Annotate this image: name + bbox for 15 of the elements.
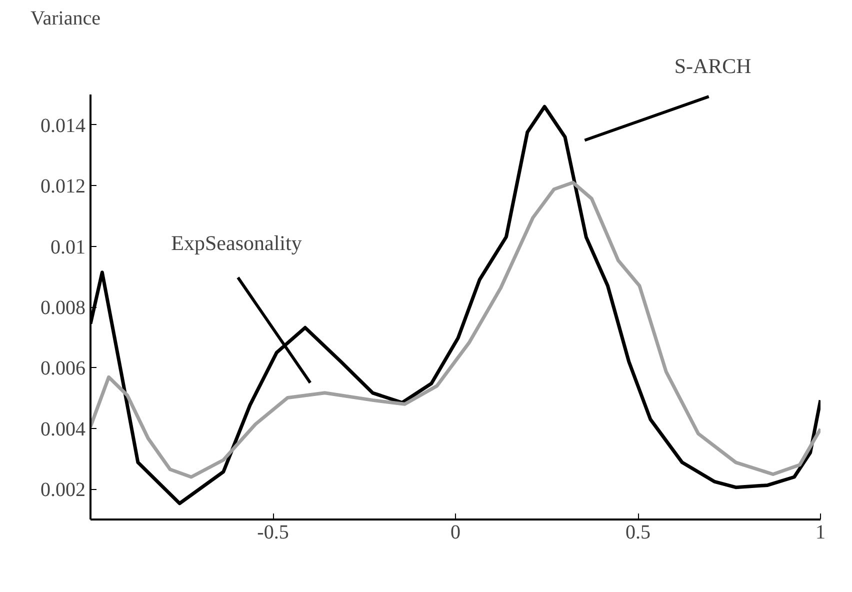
y-tick-label: 0.01 [50, 236, 86, 258]
x-tick-label: 0 [450, 522, 460, 544]
y-tick-label: 0.004 [40, 418, 86, 440]
x-tick-label: 1 [816, 522, 826, 544]
y-axis-title: Variance [30, 8, 101, 30]
x-tick-label: 0.5 [626, 522, 650, 544]
y-tick-label: 0.008 [40, 297, 86, 319]
annotation: ExpSeasonality [171, 231, 302, 256]
y-tick-label: 0.006 [40, 358, 86, 380]
y-tick-label: 0.002 [40, 479, 86, 502]
y-tick-label: 0.012 [40, 176, 86, 198]
text: S-ARCH [674, 54, 752, 78]
y-tick-label: 0.014 [40, 114, 86, 137]
x-tick-label: -0.5 [257, 522, 289, 544]
line-series [90, 180, 820, 479]
